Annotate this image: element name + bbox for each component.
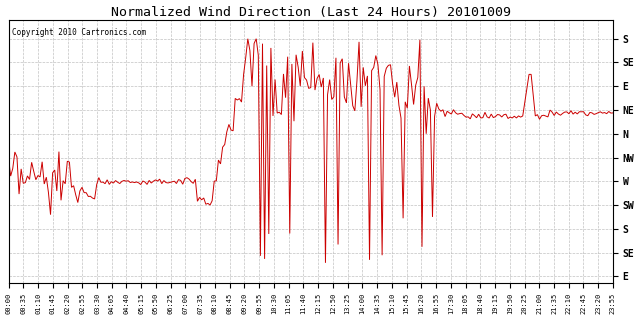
Title: Normalized Wind Direction (Last 24 Hours) 20101009: Normalized Wind Direction (Last 24 Hours… bbox=[111, 5, 511, 19]
Text: Copyright 2010 Cartronics.com: Copyright 2010 Cartronics.com bbox=[12, 28, 146, 36]
